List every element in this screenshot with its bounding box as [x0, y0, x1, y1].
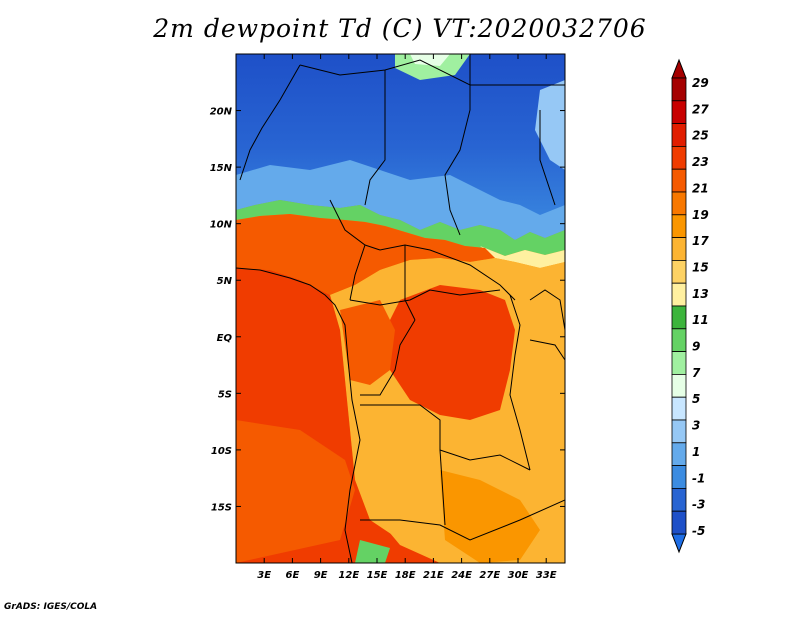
lon-tick-label: 33E — [536, 570, 557, 581]
country-boundaries — [236, 54, 565, 563]
lon-tick-label: 6E — [286, 570, 300, 581]
colorbar-label: 25 — [692, 129, 709, 143]
border-sudan-east — [539, 110, 556, 206]
colorbar-segment — [671, 100, 687, 125]
colorbar-segment — [671, 145, 687, 170]
colorbar-label: 7 — [692, 366, 701, 380]
lat-tick-label: 10S — [211, 446, 232, 457]
sahel-orange-zone — [236, 214, 495, 295]
border-north-1 — [299, 54, 471, 86]
colorbar-label: 27 — [692, 102, 709, 116]
colorbar-bottom-arrow — [671, 533, 687, 554]
lat-tick-label: 10N — [210, 220, 233, 231]
lon-tick-label: 24E — [451, 570, 472, 581]
colorbar-label: 23 — [692, 155, 709, 169]
angola-coast-zone — [236, 420, 355, 563]
colorbar-label: 19 — [692, 208, 709, 222]
colorbar-segment — [671, 328, 687, 352]
border-chad-sudan — [444, 85, 471, 236]
lon-tick-label: 27E — [479, 570, 500, 581]
colorbar-segment — [671, 77, 687, 102]
colorbar-segment — [671, 123, 687, 147]
colorbar-label: 1 — [692, 445, 700, 459]
border-niger-chad — [364, 70, 386, 206]
lon-tick-label: 12E — [338, 570, 359, 581]
colorbar-label: 29 — [692, 76, 709, 90]
green-transition-band — [236, 200, 565, 256]
colorbar-segment — [671, 282, 687, 307]
border-congo — [360, 319, 416, 396]
colorbar-segment — [671, 396, 687, 421]
congo-basin-zone — [385, 285, 515, 420]
colorbar-segment — [671, 419, 687, 444]
plot-frame — [235, 53, 566, 564]
border-north-2 — [239, 64, 301, 181]
colorbar-segment — [671, 237, 687, 261]
colorbar-label: -3 — [692, 498, 705, 512]
colorbar-label: 13 — [692, 287, 709, 301]
lon-tick-label: 30E — [508, 570, 529, 581]
lat-tick-label: 15N — [210, 163, 233, 174]
border-car-west — [404, 245, 416, 321]
colorbar-top-arrow — [671, 58, 687, 79]
gabon-zone — [340, 300, 395, 385]
border-drc-east — [509, 294, 531, 471]
border-south — [360, 499, 565, 541]
colorbar-segment — [671, 465, 687, 489]
lat-tick-label: 20N — [210, 107, 233, 118]
lat-tick-label: 15S — [211, 502, 232, 513]
south-mid-orange — [440, 470, 540, 563]
colorbar-segment — [671, 259, 687, 284]
colorbar-label: 11 — [692, 313, 709, 327]
colorbar-segment — [671, 442, 687, 466]
lon-tick-label: 18E — [395, 570, 416, 581]
coastline-west — [236, 267, 361, 563]
lat-tick-label: 5S — [218, 389, 232, 400]
colorbar-label: 5 — [692, 392, 700, 406]
lon-tick-label: 3E — [257, 570, 271, 581]
colorbar-label: -1 — [692, 471, 705, 485]
border-nigeria — [329, 199, 381, 251]
colorbar-segment — [671, 510, 687, 535]
colorbar-segment — [671, 487, 687, 512]
map-axes: 3E 6E 9E 12E 15E 18E 21E 24E 27E 30E 33E 20N 15N 10N 5… — [210, 54, 565, 581]
colorbar-segment — [671, 168, 687, 193]
colorbar-segment — [671, 373, 687, 398]
colorbar-label: -5 — [692, 524, 705, 538]
border-tanzania — [529, 339, 565, 361]
dewpoint-field — [236, 54, 565, 563]
colorbar-segment — [671, 305, 687, 330]
lat-tick-label: EQ — [217, 333, 233, 344]
border-uganda-kenya — [529, 289, 565, 331]
colorbar-segment — [671, 214, 687, 239]
lon-tick-label: 21E — [423, 570, 444, 581]
colorbar-segment — [671, 191, 687, 216]
lat-tick-label: 5N — [217, 276, 233, 287]
east-light-patch — [535, 80, 565, 170]
credit-label: GrADS: IGES/COLA — [4, 602, 98, 612]
colorbar-label: 3 — [692, 419, 700, 433]
colorbar-label: 9 — [692, 340, 700, 354]
colorbar-segment — [671, 351, 687, 375]
south-green-patch — [355, 540, 390, 563]
lon-tick-label: 15E — [367, 570, 388, 581]
light-blue-band — [236, 160, 565, 240]
border-car-north — [379, 244, 516, 301]
lon-tick-label: 9E — [314, 570, 328, 581]
border-cameroon — [349, 244, 366, 301]
colorbar-label: 15 — [692, 260, 709, 274]
yellow-band-east — [480, 246, 565, 268]
colorbar: 29 27 25 23 21 19 17 15 13 11 9 7 5 3 1 -1 -3 -5 — [671, 58, 709, 554]
colorbar-label: 17 — [692, 234, 709, 248]
border-angola-zambia — [439, 449, 446, 526]
north-pale-patch — [410, 54, 450, 66]
colorbar-label: 21 — [692, 181, 709, 195]
border-car-south — [349, 289, 501, 306]
map-title: 2m dewpoint Td (C) VT:2020032706 — [153, 14, 647, 43]
